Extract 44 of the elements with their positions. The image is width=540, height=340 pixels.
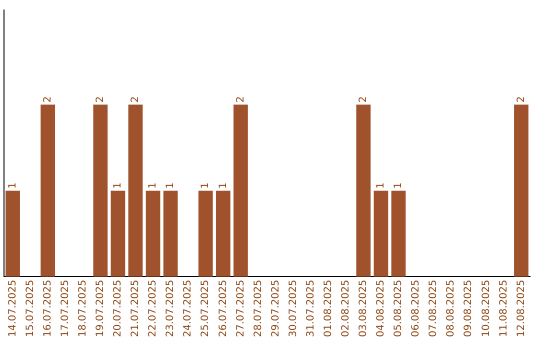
x-tick-label: 02.08.2025 [340,280,352,338]
x-tick-label: 18.07.2025 [77,280,88,338]
x-tick-label: 22.07.2025 [148,280,159,338]
x-tick-label: 07.08.2025 [428,280,440,338]
x-tick-label: 05.08.2025 [393,280,404,338]
x-tick-label: 21.07.2025 [130,280,142,338]
data-label: 2 [42,96,54,103]
x-tick-label: 03.08.2025 [358,280,370,338]
data-label: 2 [516,96,527,103]
x-tick-label: 31.07.2025 [305,280,316,338]
data-label: 1 [165,182,176,189]
x-tick-label: 09.08.2025 [463,280,474,338]
x-tick-label: 10.08.2025 [480,280,492,338]
x-tick-label: 01.08.2025 [322,280,334,338]
x-tick-label: 30.07.2025 [288,280,299,338]
data-label: 2 [95,96,106,103]
data-label: 1 [148,182,159,189]
data-label: 1 [112,182,124,189]
x-tick-label: 16.07.2025 [42,280,54,338]
x-tick-label: 29.07.2025 [270,280,282,338]
data-label: 1 [218,182,229,189]
x-tick-label: 23.07.2025 [165,280,176,338]
x-tick-label: 24.07.2025 [182,280,194,338]
x-tick-label: 19.07.2025 [95,280,106,338]
x-tick-label: 15.07.2025 [24,280,36,338]
x-tick-label: 11.08.2025 [498,280,510,338]
x-tick-label: 17.07.2025 [60,280,71,338]
data-label: 1 [200,182,212,189]
data-label: 2 [235,96,246,103]
x-tick-label: 25.07.2025 [200,280,212,338]
data-label: 1 [7,182,18,189]
x-tick-label: 28.07.2025 [252,280,264,338]
x-tick-label: 12.08.2025 [516,280,527,338]
data-label: 2 [358,96,370,103]
data-label: 1 [376,182,387,189]
data-label: 1 [393,182,404,189]
x-tick-label: 20.07.2025 [112,280,124,338]
x-tick-label: 26.07.2025 [218,280,229,338]
x-tick-label: 06.08.2025 [410,280,422,338]
data-label: 2 [130,96,142,103]
x-tick-label: 14.07.2025 [7,280,18,338]
x-tick-label: 04.08.2025 [376,280,387,338]
x-tick-label: 27.07.2025 [235,280,246,338]
x-tick-label: 08.08.2025 [446,280,457,338]
